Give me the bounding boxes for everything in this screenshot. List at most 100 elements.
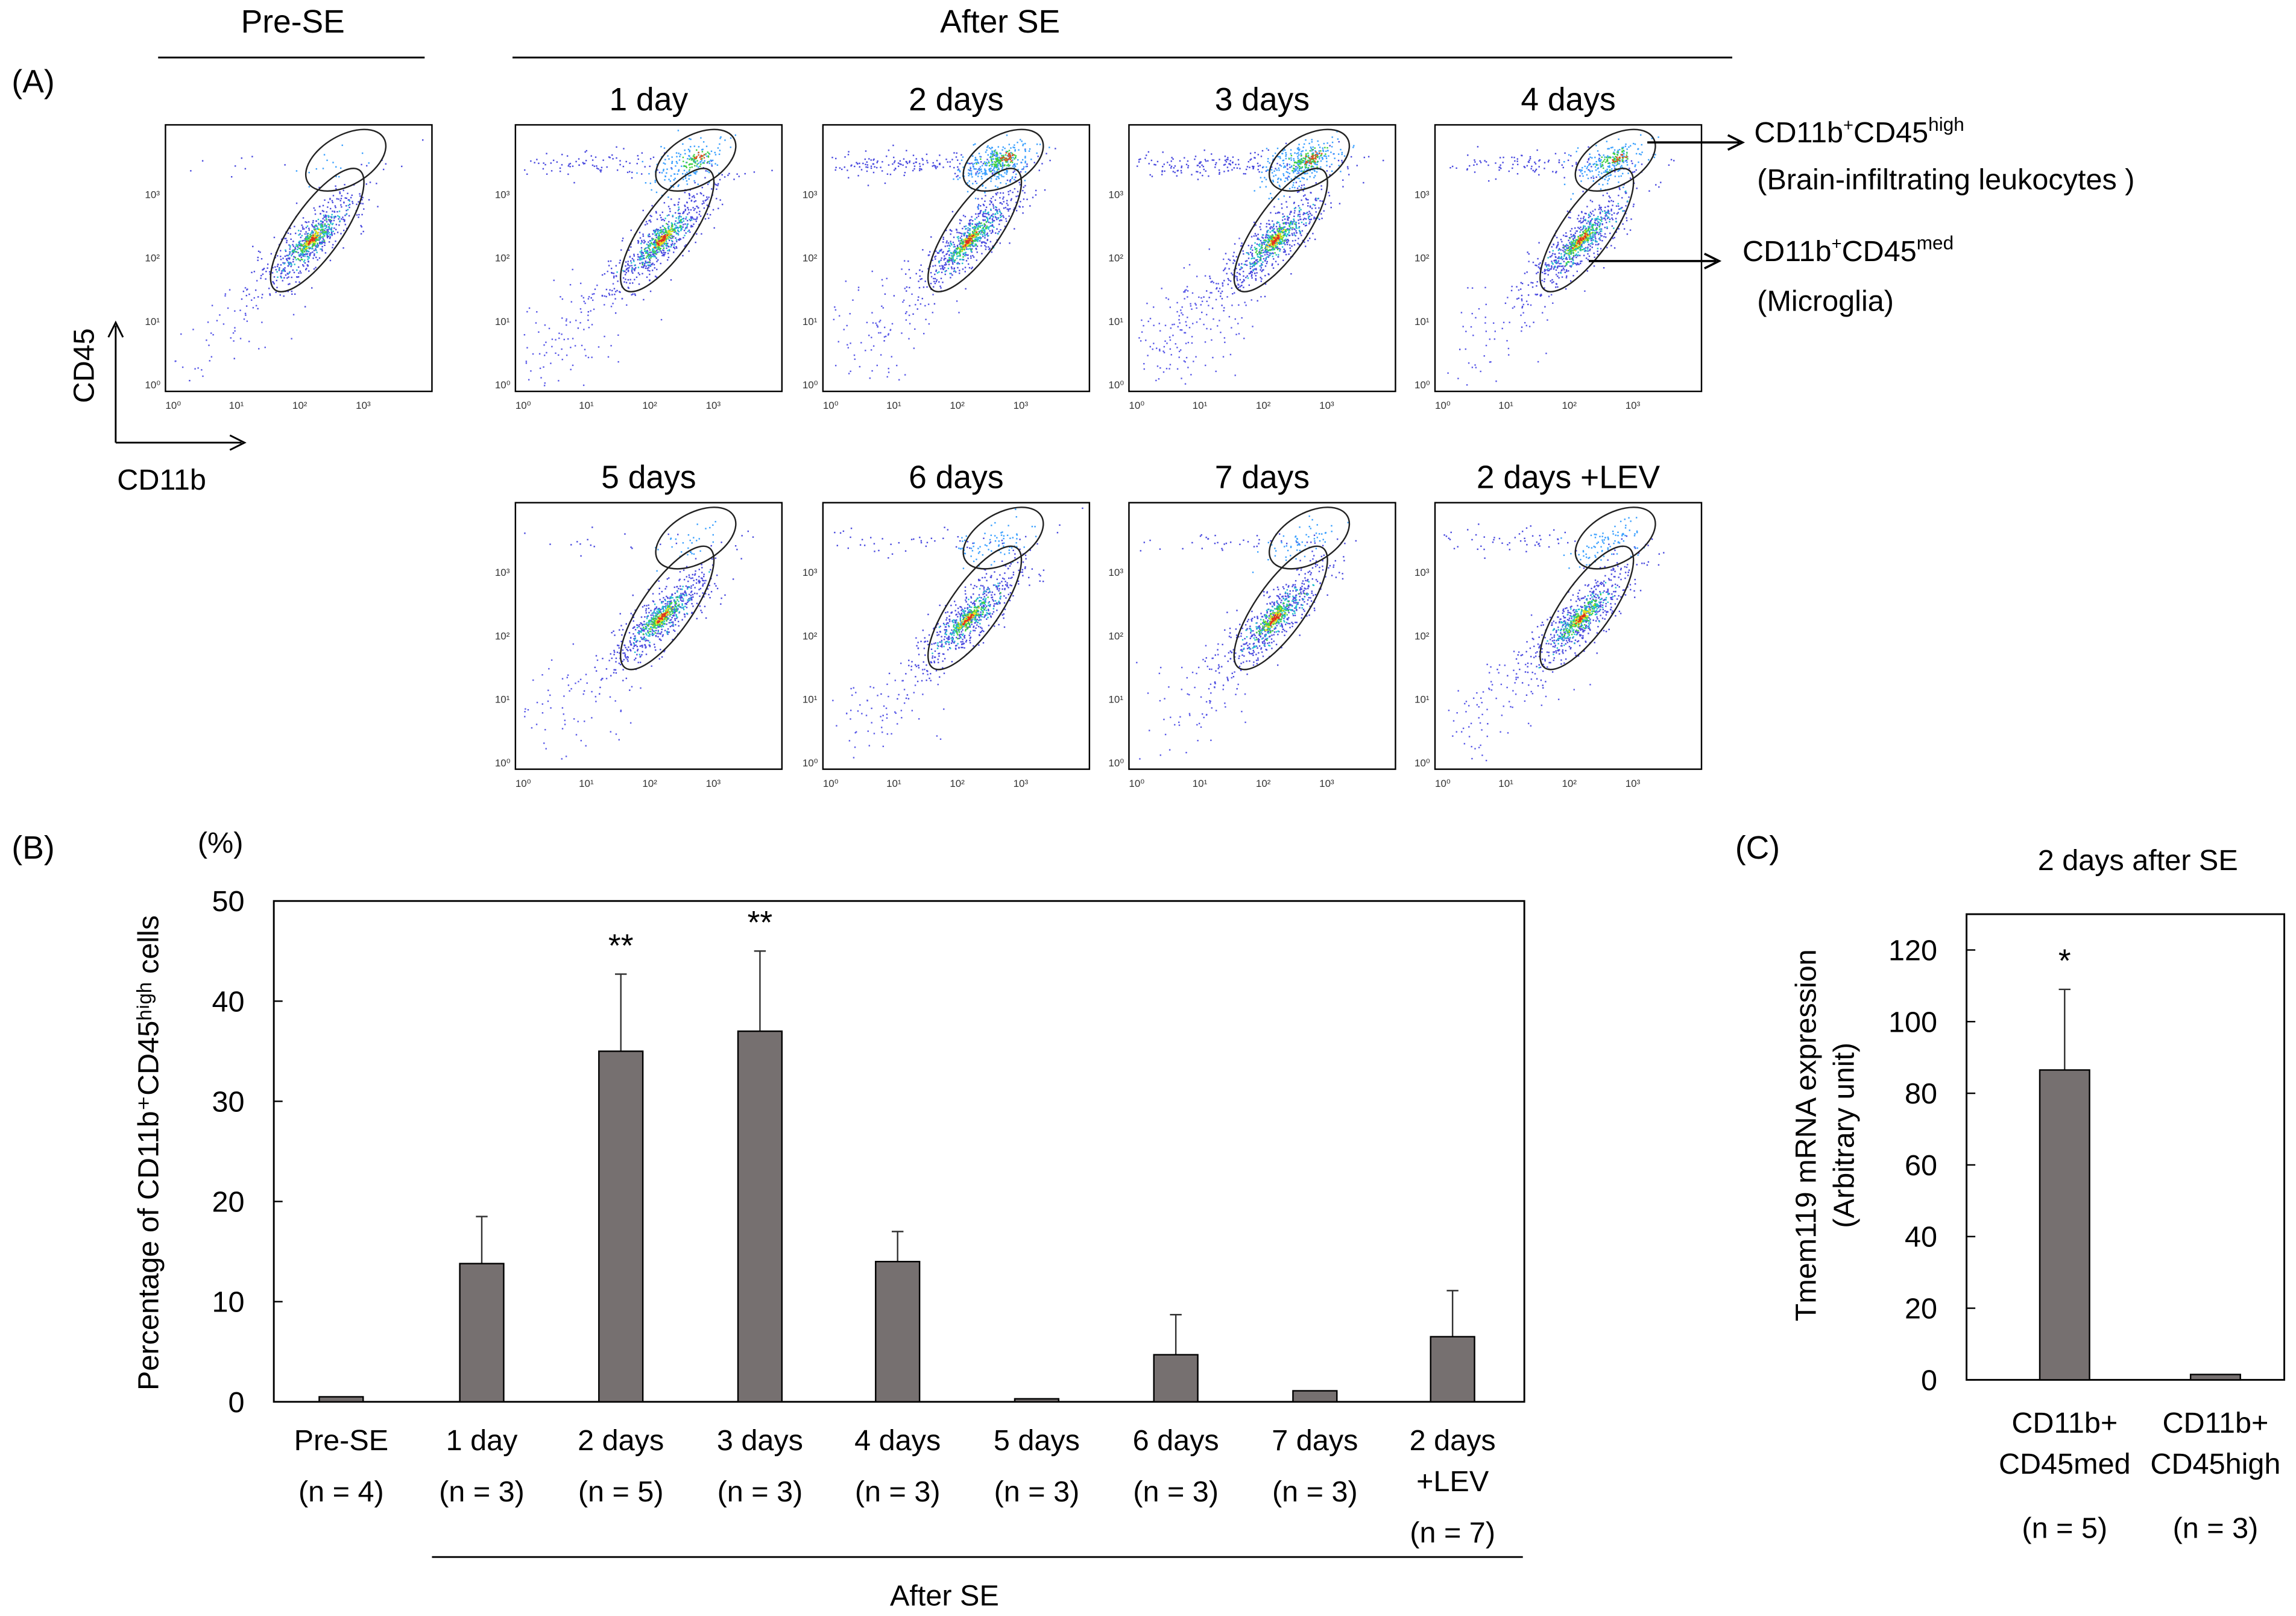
- y-tick-label: 120: [1888, 934, 1937, 967]
- gate-cd45-high: [304, 128, 387, 192]
- y-tick-label: 50: [212, 885, 245, 918]
- flow-x-tick: 10⁰: [823, 778, 839, 789]
- category-label: 2 days: [1410, 1424, 1496, 1457]
- flow-x-tick: 10¹: [886, 400, 901, 411]
- significance-marker: *: [2058, 944, 2071, 979]
- bar: [2039, 1069, 2090, 1381]
- annotation-med-desc: (Microglia): [1757, 285, 1894, 318]
- flow-y-tick: 10³: [803, 567, 818, 578]
- panel-b-label: (B): [11, 830, 54, 866]
- panel-b-unit: (%): [198, 827, 244, 859]
- annotation-high: CD11b+CD45high (Brain-infiltrating leuko…: [1647, 113, 2134, 196]
- gate-cd45-med: [927, 168, 1023, 292]
- gate-cd45-high: [962, 128, 1044, 192]
- flow-x-tick: 10¹: [886, 778, 901, 789]
- flow-x-tick: 10²: [950, 400, 965, 411]
- flow-y-tick: 10⁰: [495, 379, 511, 391]
- category-label: Pre-SE: [294, 1424, 389, 1457]
- bar: [875, 1261, 921, 1403]
- gate-cd45-high: [962, 507, 1044, 570]
- gate-cd45-med: [1233, 168, 1328, 292]
- panel-a-label: (A): [11, 65, 54, 100]
- y-tick-label: 30: [212, 1085, 245, 1118]
- flow-plot-title: 4 days: [1521, 82, 1615, 118]
- flow-x-tick: 10²: [1256, 778, 1271, 789]
- flow-plot: 5 days 10⁰ 10⁰ 10¹ 10¹ 10² 10² 10³ 10³: [495, 459, 783, 789]
- flow-y-tick: 10²: [1414, 253, 1430, 264]
- n-label: (n = 3): [1133, 1476, 1219, 1508]
- y-tick-label: 20: [212, 1186, 245, 1219]
- flow-y-tick: 10³: [1108, 189, 1123, 201]
- y-tick-label: 40: [1905, 1221, 1937, 1254]
- bar: [318, 1396, 364, 1403]
- flow-x-tick: 10⁰: [1129, 400, 1144, 411]
- y-tick-label: 20: [1905, 1293, 1937, 1325]
- flow-y-tick: 10³: [1414, 567, 1430, 578]
- panel-c-title: 2 days after SE: [2038, 844, 2238, 877]
- flow-x-tick: 10⁰: [1435, 778, 1451, 789]
- flow-y-tick: 10⁰: [1108, 379, 1124, 391]
- flow-y-tick: 10²: [495, 630, 510, 642]
- flow-plot-events: [1447, 134, 1675, 386]
- gate-cd45-med: [1233, 545, 1328, 671]
- category-label: 4 days: [854, 1424, 941, 1457]
- flow-plot-title: 2 days: [909, 82, 1003, 118]
- n-label: (n = 5): [2022, 1512, 2107, 1545]
- bar: [737, 1030, 783, 1403]
- category-label: 2 days: [578, 1424, 664, 1457]
- flow-y-tick: 10¹: [1414, 694, 1430, 705]
- flow-x-tick: 10³: [1319, 778, 1334, 789]
- flow-x-tick: 10²: [292, 400, 308, 411]
- gate-cd45-high: [1574, 128, 1656, 192]
- flow-y-tick: 10⁰: [1414, 379, 1430, 391]
- gate-cd45-high: [655, 128, 737, 192]
- flow-y-tick: 10¹: [803, 694, 818, 705]
- axis-arrows: [107, 320, 247, 451]
- flow-plot-events: [523, 130, 773, 387]
- flow-x-tick: 10⁰: [165, 400, 181, 411]
- flow-y-tick: 10³: [495, 567, 510, 578]
- category-label: CD11b+: [2162, 1407, 2268, 1439]
- flow-y-tick: 10¹: [145, 316, 160, 327]
- flow-plot: 1 day 10⁰ 10⁰ 10¹ 10¹ 10² 10² 10³ 10³: [495, 82, 783, 411]
- flow-x-tick: 10³: [706, 400, 721, 411]
- y-tick-label: 60: [1905, 1149, 1937, 1182]
- flow-cytometry-plots: 10⁰ 10⁰ 10¹ 10¹ 10² 10² 10³ 10³ 1 day 10⁰ 10⁰ 10¹ 10…: [145, 82, 1703, 789]
- n-label: (n = 3): [2173, 1512, 2259, 1545]
- y-tick-label: 80: [1905, 1078, 1937, 1110]
- flow-y-tick: 10³: [1108, 567, 1123, 578]
- category-label: +LEV: [1416, 1465, 1489, 1498]
- panel-c-chart: 0 20 40 60 80 100 120 * CD11b+ CD45med (n = 5) CD11…: [1888, 913, 2286, 1545]
- bar: [1014, 1398, 1060, 1403]
- flow-x-tick: 10¹: [579, 400, 594, 411]
- gate-cd45-med: [270, 168, 365, 292]
- flow-plot: 10⁰ 10⁰ 10¹ 10¹ 10² 10² 10³ 10³: [145, 124, 433, 411]
- flow-y-tick: 10²: [495, 253, 510, 264]
- gate-cd45-high: [1574, 507, 1656, 570]
- category-label: 3 days: [717, 1424, 803, 1457]
- flow-x-tick: 10¹: [1193, 400, 1208, 411]
- panel-c-ylabel-unit: (Arbitrary unit): [1828, 1043, 1861, 1228]
- flow-x-tick: 10³: [1319, 400, 1334, 411]
- panel-c-ylabel: Tmem119 mRNA expression: [1790, 949, 1822, 1321]
- y-tick-label: 0: [1921, 1364, 1937, 1397]
- flow-y-tick: 10³: [495, 189, 510, 201]
- after-se-heading: After SE: [940, 4, 1060, 40]
- flow-y-tick: 10¹: [803, 316, 818, 327]
- n-label: (n = 3): [1272, 1476, 1358, 1508]
- n-label: (n = 7): [1410, 1517, 1495, 1549]
- flow-y-tick: 10²: [803, 630, 818, 642]
- gate-cd45-high: [1268, 507, 1351, 570]
- flow-plot-title: 1 day: [610, 82, 689, 118]
- category-label: 1 day: [446, 1424, 519, 1457]
- bar: [2189, 1374, 2241, 1381]
- flow-x-tick: 10²: [1562, 400, 1577, 411]
- flow-x-tick: 10¹: [1193, 778, 1208, 789]
- flow-y-tick: 10⁰: [145, 379, 160, 391]
- n-label: (n = 5): [578, 1476, 664, 1508]
- gate-cd45-med: [927, 545, 1023, 671]
- category-label: CD45high: [2150, 1448, 2280, 1480]
- flow-plot: 3 days 10⁰ 10⁰ 10¹ 10¹ 10² 10² 10³ 10³: [1108, 82, 1396, 411]
- flow-y-tick: 10⁰: [803, 379, 818, 391]
